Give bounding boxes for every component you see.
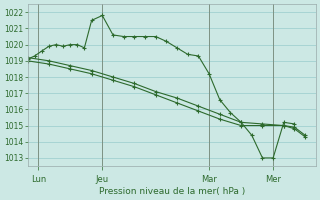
X-axis label: Pression niveau de la mer( hPa ): Pression niveau de la mer( hPa ) xyxy=(99,187,245,196)
